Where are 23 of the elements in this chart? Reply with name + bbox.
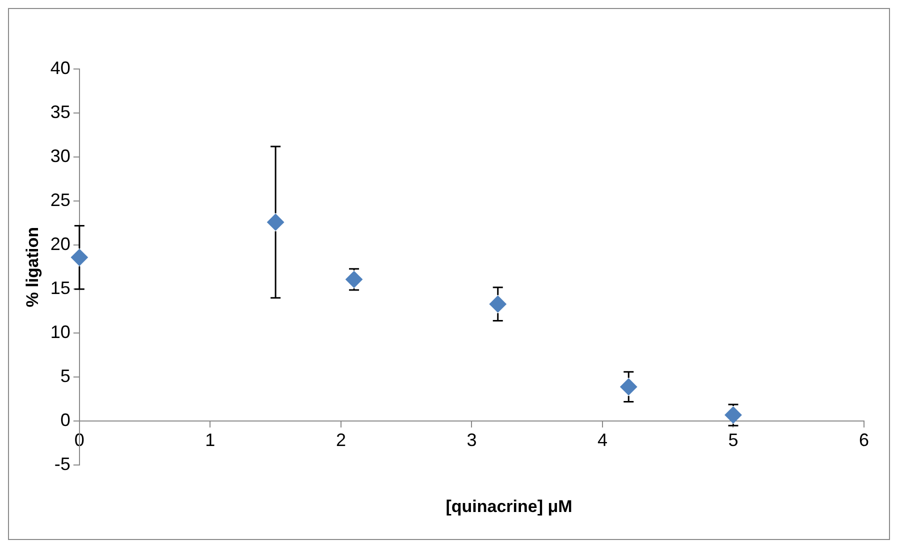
- x-tick-label: 2: [336, 430, 346, 450]
- point: [267, 214, 284, 231]
- x-tick-label: 1: [205, 430, 216, 450]
- y-tick-label: 10: [50, 322, 70, 342]
- y-tick-label: 5: [60, 366, 70, 386]
- y-tick-label: 20: [50, 234, 70, 254]
- y-tick-label: 40: [50, 58, 70, 78]
- y-tick-label: 0: [60, 410, 70, 430]
- point: [620, 378, 638, 396]
- x-tick-label: 6: [858, 430, 870, 450]
- y-tick-label: 25: [50, 190, 70, 210]
- x-tick-label: 3: [466, 430, 477, 450]
- point: [489, 296, 506, 313]
- x-tick-label: 5: [728, 430, 738, 450]
- y-tick-label: 35: [50, 102, 70, 122]
- y-axis-title: % ligation: [22, 226, 42, 308]
- y-tick-label: -5: [54, 454, 70, 474]
- y-tick-label: 30: [50, 146, 70, 166]
- y-tick-label: 15: [50, 278, 70, 298]
- point: [724, 406, 742, 424]
- x-tick-label: 4: [597, 430, 608, 450]
- point: [346, 270, 363, 288]
- x-axis-title: [quinacrine] μM: [444, 497, 574, 517]
